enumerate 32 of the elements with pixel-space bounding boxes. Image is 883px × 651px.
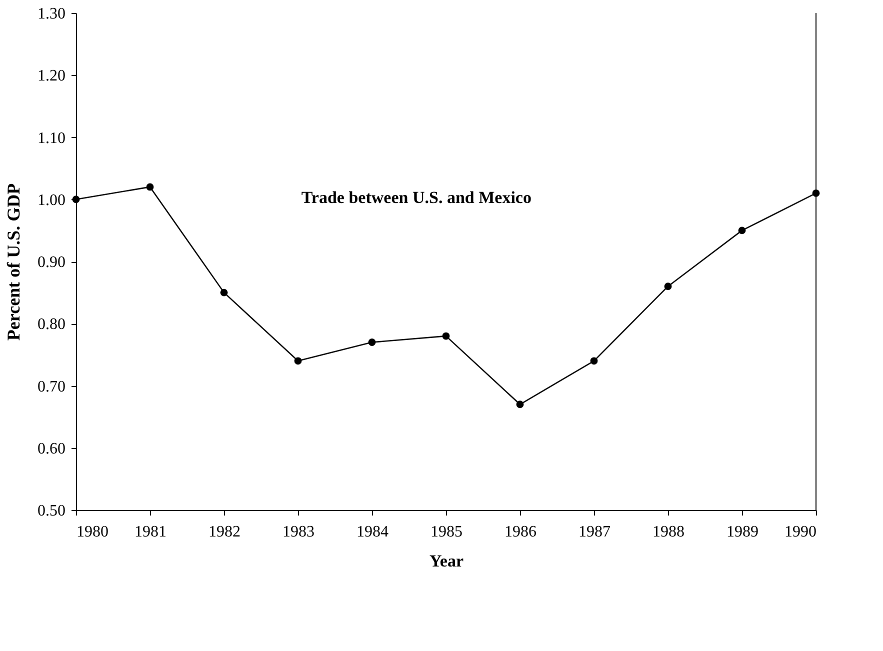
point bbox=[294, 357, 302, 365]
y-tick-label: 0.80 bbox=[38, 316, 66, 334]
x-tick-label: 1986 bbox=[504, 524, 536, 540]
x-tick-label: 1989 bbox=[726, 524, 758, 540]
text: Trade between U.S. and Mexico bbox=[301, 188, 532, 207]
y-tick-label: 0.60 bbox=[38, 440, 66, 458]
y-tick-label: 1.30 bbox=[38, 6, 66, 22]
point bbox=[368, 338, 376, 346]
point bbox=[590, 357, 598, 365]
x-tick-label: 1985 bbox=[430, 524, 462, 540]
point bbox=[146, 183, 154, 191]
x-tick-label: 1988 bbox=[652, 524, 684, 540]
y-tick-label: 1.10 bbox=[38, 130, 66, 147]
point bbox=[516, 400, 524, 408]
y-tick-label: 1.20 bbox=[38, 68, 66, 85]
x-tick-label: 1983 bbox=[282, 524, 314, 540]
y-axis-title: Percent of U.S. GDP bbox=[4, 183, 24, 341]
point bbox=[220, 288, 228, 296]
x-tick-label: 1987 bbox=[578, 524, 610, 540]
y-tick-label: 1.00 bbox=[38, 192, 66, 209]
point bbox=[738, 226, 746, 234]
y-tick-label: 0.90 bbox=[38, 254, 66, 271]
x-axis-title: Year bbox=[430, 552, 464, 570]
x-tick-label: 1981 bbox=[134, 524, 166, 540]
y-tick-label: 0.70 bbox=[38, 378, 66, 396]
x-tick-label: 1982 bbox=[208, 524, 240, 540]
point bbox=[664, 282, 672, 290]
x-tick-label: 1984 bbox=[356, 524, 388, 540]
y-tick-label: 0.50 bbox=[38, 502, 66, 520]
x-tick-label: 1990 bbox=[784, 524, 816, 540]
point bbox=[442, 332, 450, 340]
x-tick-label: 1980 bbox=[76, 524, 108, 540]
